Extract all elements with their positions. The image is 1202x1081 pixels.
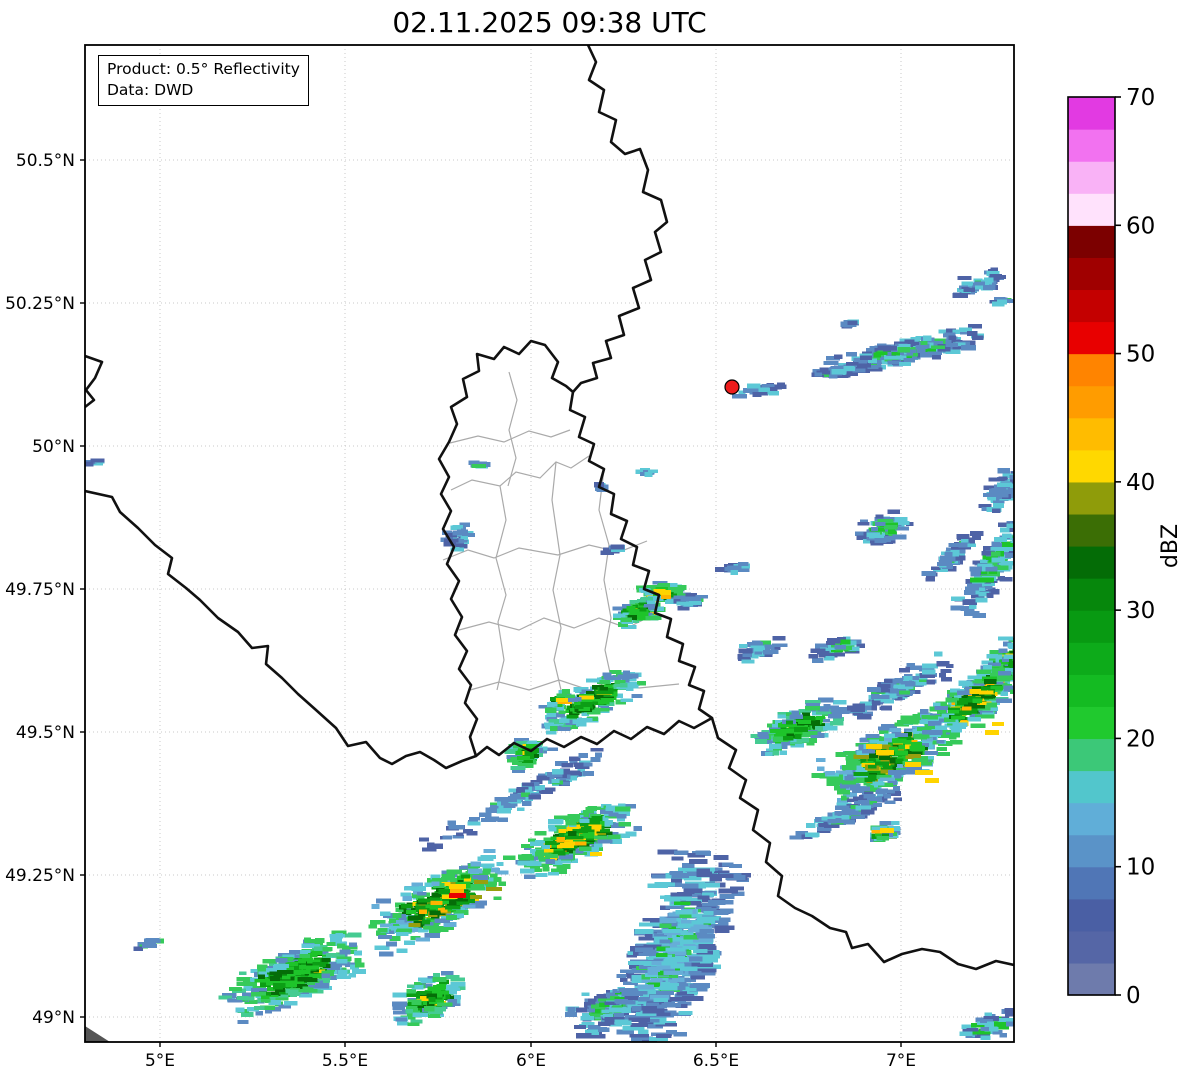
colorbar-tick-label: 40 xyxy=(1126,470,1155,496)
product-line: Product: 0.5° Reflectivity xyxy=(107,60,300,78)
data-source-line: Data: DWD xyxy=(107,80,194,99)
axis-ticks xyxy=(80,159,902,1047)
axis-tick-labels: 5°E 5.5°E 6°E 6.5°E 7°E 50.5°N 50.25°N 50°N 49.7… xyxy=(5,151,916,1071)
svg-text:49°N: 49°N xyxy=(32,1008,75,1028)
svg-text:5°E: 5°E xyxy=(145,1051,175,1071)
colorbar-axis-label: dBZ xyxy=(1158,524,1183,568)
figure-title: 02.11.2025 09:38 UTC xyxy=(392,6,707,39)
svg-text:50.25°N: 50.25°N xyxy=(5,294,75,314)
colorbar-tick-label: 70 xyxy=(1126,85,1155,111)
colorbar-tick-label: 20 xyxy=(1126,726,1155,752)
svg-text:7°E: 7°E xyxy=(886,1051,916,1071)
colorbar-tick-label: 30 xyxy=(1126,598,1155,624)
radar-echoes xyxy=(85,267,1014,1042)
svg-text:6°E: 6°E xyxy=(516,1051,546,1071)
colorbar-tick-label: 10 xyxy=(1126,855,1155,881)
colorbar-tick-label: 60 xyxy=(1126,213,1155,239)
svg-text:50°N: 50°N xyxy=(32,437,75,457)
radar-site-marker xyxy=(724,379,740,395)
plot-frame xyxy=(84,44,1015,1043)
colorbar-frame xyxy=(1067,96,1116,996)
svg-text:49.75°N: 49.75°N xyxy=(5,580,75,600)
colorbar: 0 10 20 30 40 50 60 70 dBZ xyxy=(1067,85,1183,1009)
svg-text:49.5°N: 49.5°N xyxy=(16,723,75,743)
country-borders xyxy=(85,45,1014,971)
product-annotation-box: Product: 0.5° Reflectivity Data: DWD xyxy=(98,55,309,106)
svg-text:6.5°E: 6.5°E xyxy=(693,1051,739,1071)
svg-text:49.25°N: 49.25°N xyxy=(5,866,75,886)
corner-border-wedge xyxy=(85,1026,110,1042)
colorbar-tick-label: 50 xyxy=(1126,342,1155,368)
svg-text:5.5°E: 5.5°E xyxy=(322,1051,368,1071)
svg-text:50.5°N: 50.5°N xyxy=(16,151,75,171)
colorbar-tick-label: 0 xyxy=(1126,983,1141,1009)
